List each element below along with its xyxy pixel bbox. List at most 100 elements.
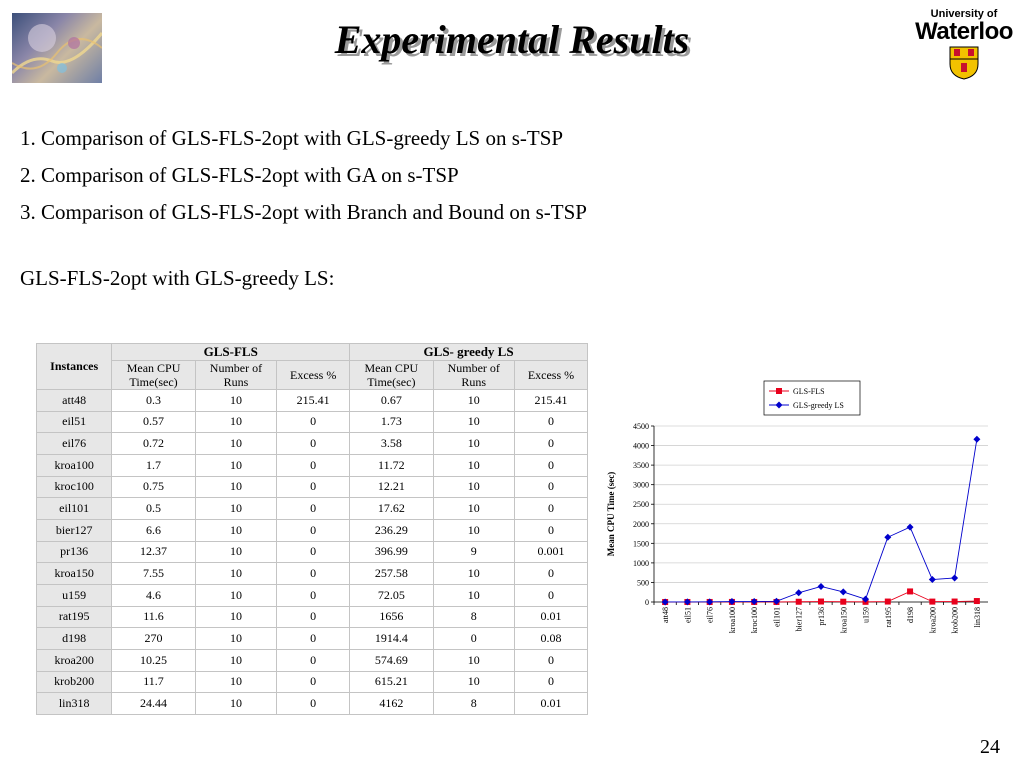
data-point [795, 598, 802, 605]
data-point [906, 523, 914, 531]
column-header-line: Excess % [290, 368, 337, 382]
data-point [884, 533, 892, 541]
y-tick-label: 2000 [633, 520, 649, 529]
table-cell: 1656 [349, 605, 434, 629]
table-row: u159 4.6 10 0 72.05 10 0 [35, 583, 588, 607]
table-cell: 0 [276, 540, 351, 564]
table-cell: 10 [194, 562, 278, 585]
x-tick-label: kroa200 [928, 607, 937, 633]
table-cell: 10 [194, 605, 278, 629]
table-cell: 10 [194, 518, 278, 542]
table-cell: 10 [432, 497, 516, 520]
table-cell: 0 [276, 518, 351, 542]
table-cell: 0 [276, 432, 351, 455]
column-header-line: Mean CPU [126, 361, 181, 375]
data-point [661, 598, 669, 606]
x-tick-label: kroc100 [750, 607, 759, 633]
slide-title: Experimental Results [334, 17, 690, 62]
table-cell: 0 [276, 497, 351, 520]
table-cell: 10 [194, 670, 278, 694]
table-cell: 0 [276, 410, 351, 434]
instance-cell: lin318 [35, 692, 113, 715]
table-cell: 4.6 [111, 583, 196, 607]
table-cell: 8 [432, 692, 516, 715]
data-point [862, 595, 870, 603]
table-cell: 0 [514, 648, 588, 672]
table-cell: 10 [432, 562, 516, 585]
y-tick-label: 500 [637, 578, 649, 587]
legend-box [763, 380, 861, 416]
column-header-line: Number of [209, 361, 263, 375]
data-point [884, 598, 891, 605]
table-cell: 1.7 [111, 453, 196, 477]
data-point [728, 598, 736, 606]
table-cell: 7.55 [111, 562, 196, 585]
y-tick-label: 0 [645, 598, 649, 607]
bullet-item: 3. Comparison of GLS-FLS-2opt with Branc… [20, 200, 587, 224]
logo-name-line: Waterloo [915, 18, 1013, 45]
column-header: Number of Runs [432, 360, 516, 390]
column-header-line: Runs [461, 375, 487, 389]
column-header: Number of Runs [194, 360, 278, 390]
table-cell: 0.57 [111, 410, 196, 434]
table-cell: 10 [432, 432, 516, 455]
column-header: Mean CPU Time(sec) [111, 360, 196, 390]
table-cell: 574.69 [349, 648, 434, 672]
table-cell: 0 [514, 562, 588, 585]
table-cell: 396.99 [349, 540, 434, 564]
table-cell: 0 [514, 670, 588, 694]
table-cell: 10 [194, 410, 278, 434]
legend-entry: GLS-greedy LS [793, 401, 844, 410]
table-cell: 236.29 [349, 518, 434, 542]
x-tick-label: u159 [862, 607, 871, 623]
table-cell: 0 [276, 692, 351, 715]
instance-cell: bier127 [35, 518, 113, 542]
table-row: krob200 11.7 10 0 615.21 10 0 [35, 670, 588, 694]
y-tick-label: 4500 [633, 422, 649, 431]
column-header: Excess % [276, 360, 351, 390]
x-tick-label: d198 [906, 607, 915, 623]
data-point [683, 598, 691, 606]
group-header-gls-greedy-ls: GLS- greedy LS [349, 343, 588, 361]
table-cell: 0 [514, 475, 588, 499]
table-cell: 0 [276, 583, 351, 607]
x-tick-label: eil51 [683, 607, 692, 623]
data-point [750, 598, 758, 606]
column-header-line: Time(sec) [129, 375, 178, 389]
x-tick-label: krob200 [951, 607, 960, 634]
table-cell: 10 [432, 648, 516, 672]
university-logo: University of Waterloo [908, 8, 1020, 84]
section-subheading: GLS-FLS-2opt with GLS-greedy LS: [20, 266, 335, 290]
column-header-line: Mean CPU [364, 361, 419, 375]
table-cell: 0.01 [514, 605, 588, 629]
x-tick-label: rat195 [884, 607, 893, 627]
column-header-line: Time(sec) [367, 375, 416, 389]
legend-marker [775, 401, 783, 409]
table-cell: 24.44 [111, 692, 196, 715]
table-cell: 270 [111, 627, 196, 650]
data-point [928, 576, 936, 584]
column-header-line: Runs [223, 375, 249, 389]
table-cell: 10 [194, 497, 278, 520]
instance-cell: eil76 [35, 432, 113, 455]
table-row: kroc100 0.75 10 0 12.21 10 0 [35, 475, 588, 499]
table-cell: 0.3 [111, 389, 196, 412]
group-header-gls-fls: GLS-FLS [111, 343, 351, 361]
instance-cell: d198 [35, 627, 113, 650]
table-cell: 10 [194, 627, 278, 650]
x-tick-label: pr136 [817, 607, 826, 626]
y-tick-label: 4000 [633, 442, 649, 451]
table-cell: 10 [194, 692, 278, 715]
table-row: kroa100 1.7 10 0 11.72 10 0 [35, 453, 588, 477]
table-cell: 10 [194, 475, 278, 499]
table-cell: 10 [432, 670, 516, 694]
data-point [817, 582, 825, 590]
data-point [818, 598, 824, 605]
table-cell: 0.08 [514, 627, 588, 650]
waterloo-crest-icon [949, 46, 979, 80]
logo-university-line: University of [930, 8, 998, 20]
column-header: Mean CPU Time(sec) [349, 360, 434, 390]
x-tick-label: eil101 [772, 607, 781, 627]
table-cell: 10 [194, 583, 278, 607]
column-header-line: Number of [447, 361, 500, 375]
